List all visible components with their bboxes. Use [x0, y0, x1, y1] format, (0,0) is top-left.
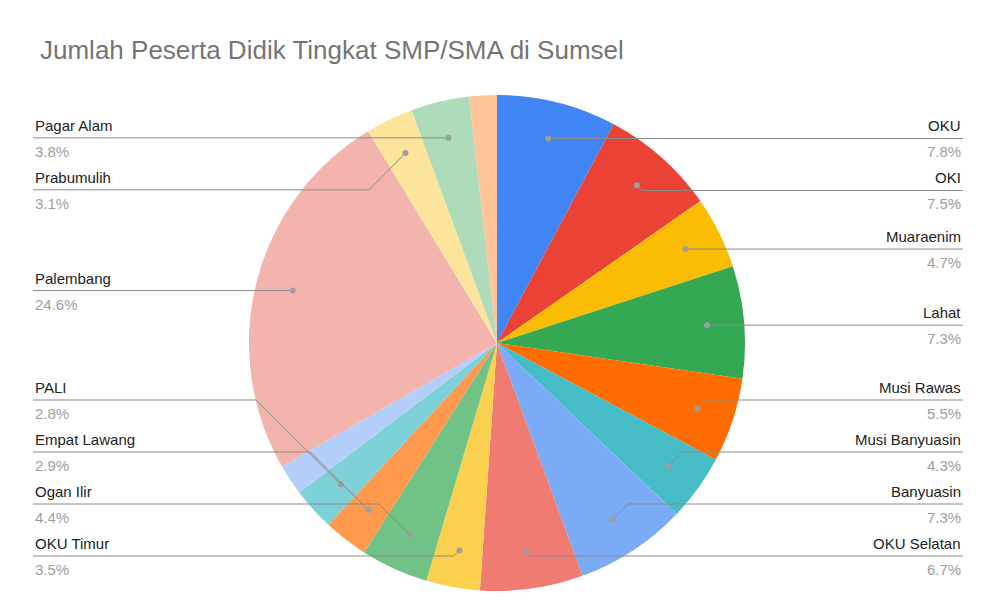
svg-text:Jumlah Peserta Didik Tingkat S: Jumlah Peserta Didik Tingkat SMP/SMA di …	[40, 35, 624, 65]
svg-text:7.8%: 7.8%	[927, 143, 961, 160]
svg-text:Musi Banyuasin: Musi Banyuasin	[855, 431, 961, 448]
svg-text:7.3%: 7.3%	[927, 509, 961, 526]
svg-text:OKU: OKU	[928, 117, 961, 134]
svg-text:3.5%: 3.5%	[35, 561, 69, 578]
svg-text:4.3%: 4.3%	[927, 457, 961, 474]
svg-text:4.4%: 4.4%	[35, 509, 69, 526]
svg-text:4.7%: 4.7%	[927, 254, 961, 271]
svg-text:Muaraenim: Muaraenim	[886, 228, 961, 245]
svg-text:5.5%: 5.5%	[927, 405, 961, 422]
svg-text:3.8%: 3.8%	[35, 143, 69, 160]
svg-text:Prabumulih: Prabumulih	[35, 169, 111, 186]
svg-text:Empat Lawang: Empat Lawang	[35, 431, 135, 448]
svg-text:OKU Selatan: OKU Selatan	[873, 535, 961, 552]
svg-text:3.1%: 3.1%	[35, 195, 69, 212]
svg-text:7.5%: 7.5%	[927, 195, 961, 212]
svg-text:2.9%: 2.9%	[35, 457, 69, 474]
svg-text:7.3%: 7.3%	[927, 330, 961, 347]
svg-text:Musi Rawas: Musi Rawas	[879, 379, 961, 396]
svg-text:OKU Timur: OKU Timur	[35, 535, 109, 552]
svg-text:Ogan Ilir: Ogan Ilir	[35, 483, 92, 500]
svg-text:Banyuasin: Banyuasin	[891, 483, 961, 500]
svg-text:2.8%: 2.8%	[35, 405, 69, 422]
svg-text:24.6%: 24.6%	[35, 296, 78, 313]
svg-text:Lahat: Lahat	[923, 304, 961, 321]
svg-text:PALI: PALI	[35, 379, 66, 396]
svg-text:Palembang: Palembang	[35, 270, 111, 287]
svg-text:Pagar Alam: Pagar Alam	[35, 117, 113, 134]
svg-text:6.7%: 6.7%	[927, 561, 961, 578]
svg-text:OKI: OKI	[935, 169, 961, 186]
